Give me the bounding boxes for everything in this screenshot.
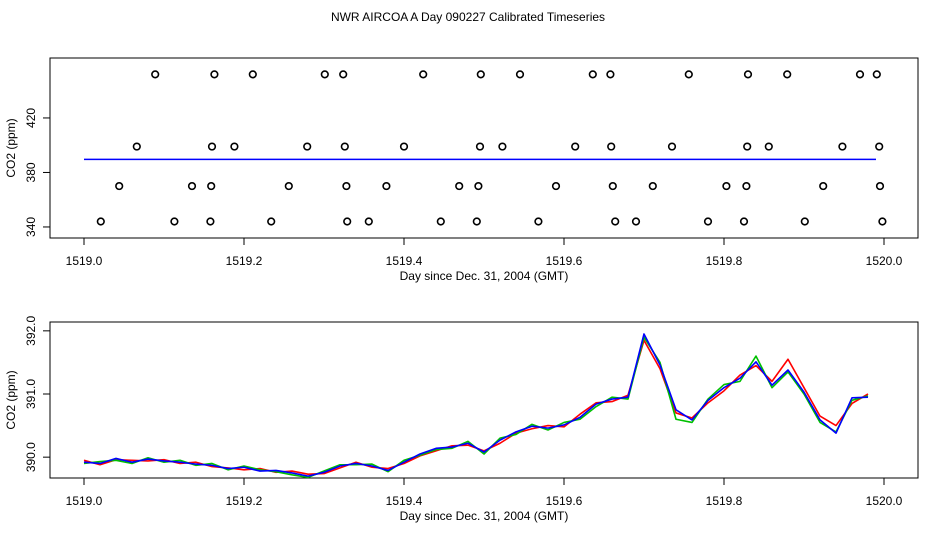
data-point [339,70,348,79]
data-point [551,181,561,191]
data-point [743,142,752,151]
y-tick-label: 392.0 [24,316,38,346]
data-point [800,217,809,226]
data-point [475,142,485,151]
x-tick-label: 1519.4 [386,494,423,508]
data-point [364,217,373,226]
data-point [875,181,885,191]
x-tick-label: 1519.0 [66,254,103,268]
data-point [703,217,713,226]
plot-frame [49,57,919,239]
data-point [207,142,217,151]
data-point [170,217,179,226]
x-tick-label: 1519.6 [546,494,583,508]
y-tick-label: 390.0 [24,442,38,472]
series-line [83,333,869,477]
data-point [320,70,329,79]
chart-title: NWR AIRCOA A Day 090227 Calibrated Times… [331,10,605,24]
data-point [399,142,409,151]
data-point [206,217,215,226]
y-axis-label: CO2 (ppm) [4,118,18,177]
data-point [611,217,620,226]
data-point [472,217,481,226]
x-tick-label: 1520.0 [866,254,903,268]
data-point [722,181,731,191]
data-point [783,70,792,79]
x-tick-label: 1519.0 [66,494,103,508]
data-point [607,142,616,151]
data-point [684,70,693,79]
data-point [382,181,391,191]
data-point [498,142,507,151]
data-point [742,181,751,191]
data-point [267,217,276,226]
data-point [875,142,884,151]
data-point [588,70,597,79]
y-tick-label: 340 [24,217,38,237]
data-point [571,142,580,151]
y-tick-label: 380 [24,162,38,182]
data-point [476,70,485,79]
y-tick-label: 420 [24,108,38,128]
x-tick-label: 1519.8 [706,494,743,508]
data-point [455,181,464,191]
data-point [342,181,351,191]
x-tick-label: 1519.8 [706,254,743,268]
data-point [132,142,141,151]
data-point [764,142,773,151]
data-point [606,70,615,79]
data-point [739,217,749,226]
data-point [187,181,197,191]
data-point [151,70,160,79]
data-point [667,142,677,151]
data-point [631,217,641,226]
y-tick-label: 391.0 [24,379,38,409]
y-axis-label: CO2 (ppm) [4,370,18,429]
data-point [872,70,881,79]
plot-frame [49,321,919,479]
data-point [436,217,445,226]
data-point [248,70,257,79]
data-point [284,181,293,191]
data-point [207,181,216,191]
data-point [838,142,847,151]
data-point [96,217,105,226]
data-point [608,181,617,191]
data-point [340,142,349,151]
data-point [303,142,312,151]
x-tick-label: 1519.6 [546,254,583,268]
data-point [534,217,543,226]
x-axis-label: Day since Dec. 31, 2004 (GMT) [400,269,569,283]
x-tick-label: 1519.2 [226,494,263,508]
data-point [743,70,753,79]
data-point [515,70,525,79]
data-point [230,142,239,151]
data-point [648,181,657,191]
x-axis-label: Day since Dec. 31, 2004 (GMT) [400,509,569,523]
x-tick-label: 1519.4 [386,254,423,268]
data-point [210,70,219,79]
x-tick-label: 1519.2 [226,254,263,268]
x-tick-label: 1520.0 [866,494,903,508]
data-point [855,70,865,79]
data-point [419,70,428,79]
data-point [115,181,124,191]
data-point [819,181,828,191]
data-point [343,217,352,226]
data-point [878,217,887,226]
data-point [474,181,483,191]
